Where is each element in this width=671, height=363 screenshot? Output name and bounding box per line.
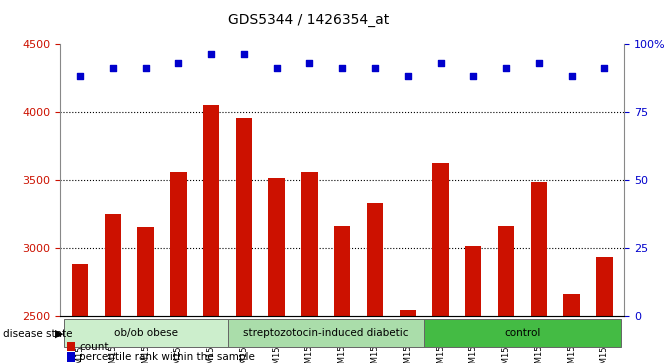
Point [566, 73, 577, 79]
Bar [399, 310, 416, 316]
Bar [465, 246, 482, 316]
Point [599, 65, 610, 71]
Bar [268, 178, 285, 316]
Bar [531, 182, 547, 316]
Point [370, 65, 380, 71]
Point [468, 73, 478, 79]
Bar [203, 105, 219, 316]
Bar [301, 172, 317, 316]
Bar [498, 226, 514, 316]
Point [140, 65, 151, 71]
Text: GDS5344 / 1426354_at: GDS5344 / 1426354_at [228, 13, 389, 27]
Bar [367, 203, 383, 316]
Bar [596, 257, 613, 316]
Point [173, 60, 184, 65]
Point [533, 60, 544, 65]
Text: count: count [79, 342, 109, 352]
Text: streptozotocin-induced diabetic: streptozotocin-induced diabetic [243, 328, 409, 338]
Bar [334, 226, 350, 316]
Bar [105, 214, 121, 316]
Bar [564, 294, 580, 316]
Text: disease state: disease state [3, 329, 73, 339]
Bar [138, 227, 154, 316]
Point [435, 60, 446, 65]
FancyBboxPatch shape [424, 319, 621, 347]
Bar [72, 264, 89, 316]
Bar [236, 118, 252, 316]
Point [238, 52, 249, 57]
Point [337, 65, 348, 71]
Text: percentile rank within the sample: percentile rank within the sample [79, 352, 255, 362]
Bar [432, 163, 449, 316]
Text: ob/ob obese: ob/ob obese [113, 328, 178, 338]
FancyBboxPatch shape [227, 319, 424, 347]
Point [107, 65, 118, 71]
Point [304, 60, 315, 65]
Point [271, 65, 282, 71]
Point [403, 73, 413, 79]
Point [206, 52, 217, 57]
FancyBboxPatch shape [64, 319, 227, 347]
Point [501, 65, 511, 71]
Text: ▶: ▶ [55, 329, 64, 339]
Bar [170, 172, 187, 316]
Point [74, 73, 85, 79]
Text: control: control [504, 328, 541, 338]
